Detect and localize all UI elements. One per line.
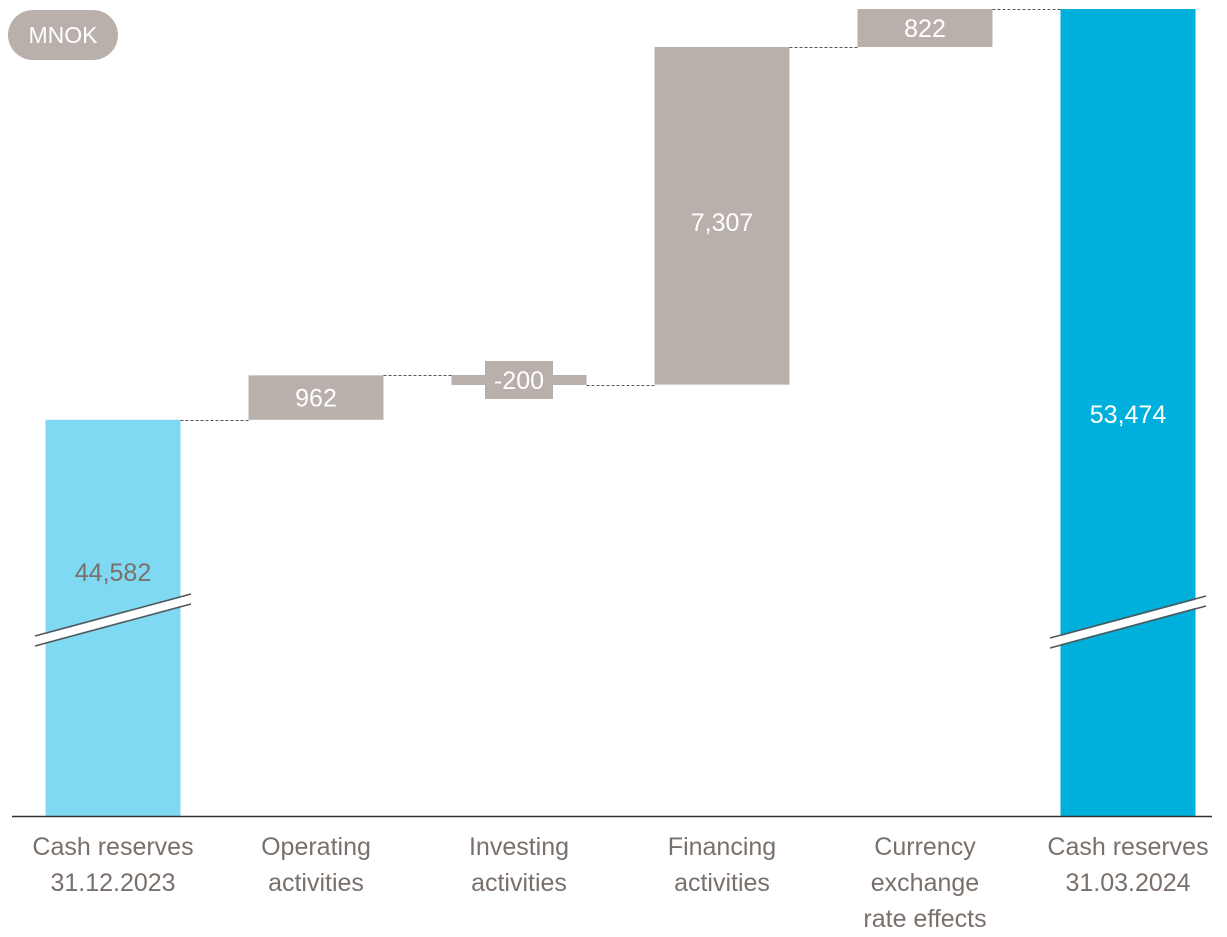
category-label-cash-end: Cash reserves 31.03.2024 — [1047, 833, 1208, 897]
category-label-line: 31.12.2023 — [50, 869, 175, 897]
category-label-line: activities — [674, 869, 770, 897]
category-label-line: activities — [471, 869, 567, 897]
category-label-line: Financing — [668, 833, 776, 861]
axis-break-line — [34, 593, 192, 637]
category-label-line: 31.03.2024 — [1065, 869, 1190, 897]
category-label-financing: Financing activities — [668, 833, 776, 897]
value-label-operating: 962 — [295, 385, 337, 413]
category-label-line: exchange — [871, 869, 979, 897]
bar-cash-reserves-end — [1060, 9, 1196, 816]
axis-break-gap — [1050, 597, 1206, 647]
category-label-line: Operating — [261, 833, 371, 861]
category-label-line: Currency — [874, 833, 976, 861]
value-label-bg — [485, 360, 553, 399]
category-label-cash-start: Cash reserves 31.12.2023 — [32, 833, 193, 897]
value-label-start: 44,582 — [75, 559, 151, 587]
axis-break-line — [1049, 605, 1207, 649]
bar-currency-effects — [857, 9, 993, 48]
unit-badge: MNOK — [8, 10, 118, 60]
value-label-end: 53,474 — [1090, 401, 1167, 429]
category-label-line: activities — [268, 869, 364, 897]
category-label-investing: Investing activities — [469, 833, 569, 897]
axis-break-line — [1049, 595, 1207, 639]
category-label-operating: Operating activities — [261, 833, 371, 897]
bar-operating-activities — [248, 375, 384, 420]
category-label-line: Investing — [469, 833, 569, 861]
value-label-currency: 822 — [904, 15, 946, 43]
category-label-line: Cash reserves — [32, 833, 193, 861]
value-label-investing: -200 — [494, 367, 544, 395]
bar-financing-activities — [654, 47, 790, 385]
category-label-line: Cash reserves — [1047, 833, 1208, 861]
value-label-financing: 7,307 — [691, 209, 754, 237]
axis-break-line — [34, 603, 192, 647]
category-label-line: rate effects — [863, 905, 986, 933]
category-label-currency: Currency exchange rate effects — [863, 833, 986, 933]
axis-break-gap — [35, 595, 191, 645]
